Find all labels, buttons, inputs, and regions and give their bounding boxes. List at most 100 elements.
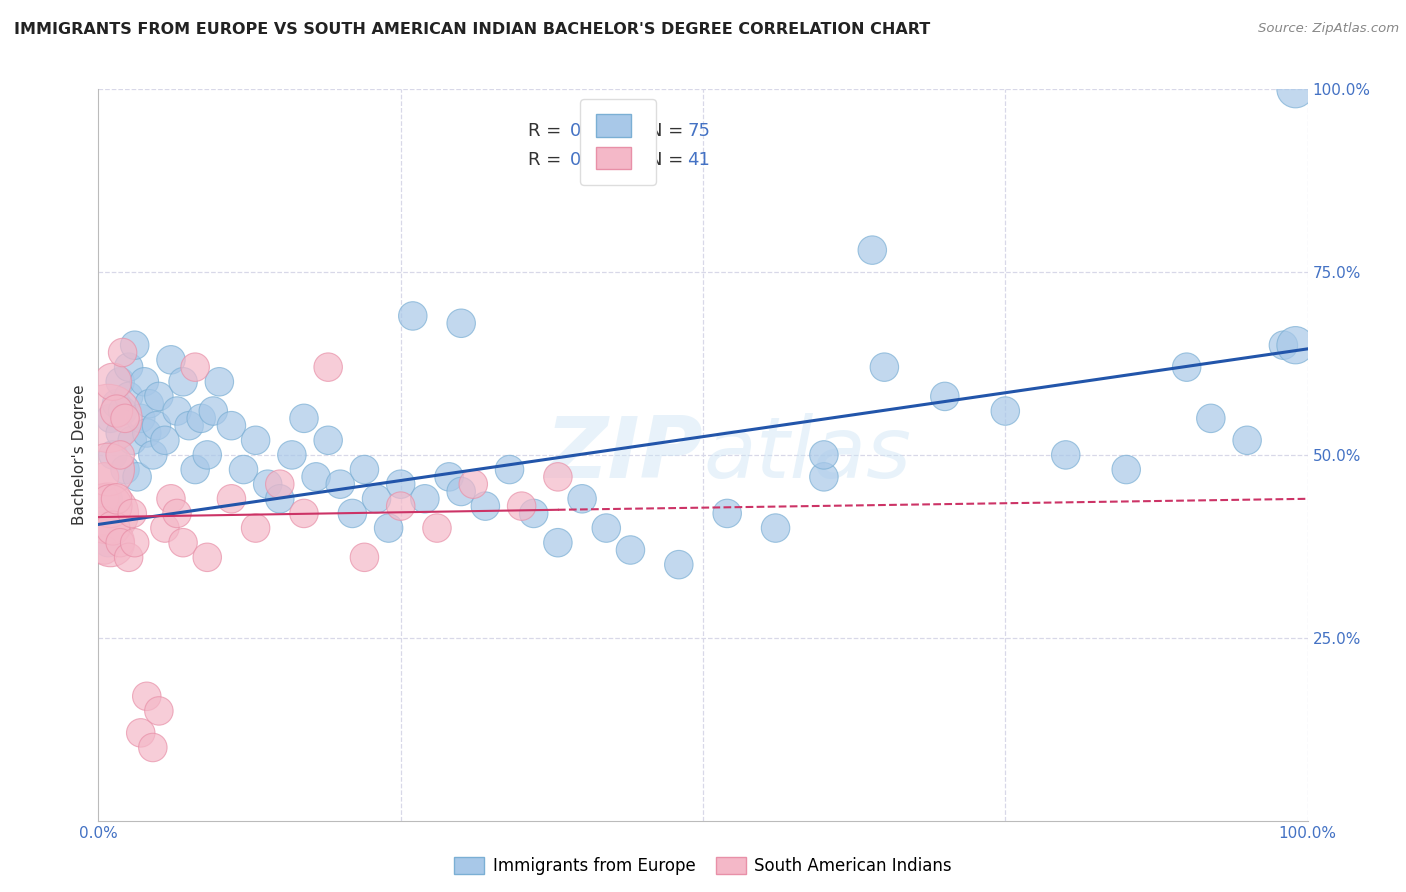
Point xyxy=(121,507,143,521)
Point xyxy=(105,404,128,418)
Point xyxy=(184,462,207,476)
Point xyxy=(108,425,131,440)
Point xyxy=(860,243,883,257)
Point xyxy=(100,535,122,549)
Point xyxy=(305,470,328,484)
Point xyxy=(292,507,315,521)
Point xyxy=(316,434,339,448)
Point xyxy=(426,521,449,535)
Point xyxy=(523,507,546,521)
Point xyxy=(118,550,141,565)
Point xyxy=(873,360,896,375)
Text: N =: N = xyxy=(648,152,689,169)
Point xyxy=(269,491,291,506)
Point xyxy=(221,418,243,433)
Point xyxy=(177,418,201,433)
Point xyxy=(101,521,124,535)
Point xyxy=(402,309,425,323)
Point xyxy=(134,375,156,389)
Point xyxy=(166,507,188,521)
Point xyxy=(292,411,315,425)
Point xyxy=(160,352,183,367)
Point xyxy=(353,462,375,476)
Point xyxy=(269,477,291,491)
Point xyxy=(195,550,218,565)
Point xyxy=(595,521,617,535)
Point xyxy=(148,389,170,403)
Point xyxy=(172,535,194,549)
Point xyxy=(97,462,120,476)
Point xyxy=(547,535,569,549)
Point xyxy=(208,375,231,389)
Text: 41: 41 xyxy=(688,152,710,169)
Point xyxy=(114,462,136,476)
Point xyxy=(377,521,399,535)
Point xyxy=(100,499,122,513)
Point xyxy=(342,507,364,521)
Point xyxy=(202,404,225,418)
Text: N =: N = xyxy=(648,122,689,140)
Point xyxy=(129,726,152,740)
Point xyxy=(172,375,194,389)
Point xyxy=(463,477,485,491)
Text: 75: 75 xyxy=(688,122,710,140)
Point xyxy=(142,448,165,462)
Point xyxy=(93,543,115,558)
Point xyxy=(413,491,436,506)
Point xyxy=(97,491,120,506)
Point xyxy=(221,491,243,506)
Point xyxy=(124,535,146,549)
Point xyxy=(100,411,122,425)
Text: IMMIGRANTS FROM EUROPE VS SOUTH AMERICAN INDIAN BACHELOR'S DEGREE CORRELATION CH: IMMIGRANTS FROM EUROPE VS SOUTH AMERICAN… xyxy=(14,22,931,37)
Point xyxy=(994,404,1017,418)
Point xyxy=(121,434,143,448)
Point xyxy=(1054,448,1077,462)
Point xyxy=(1236,434,1258,448)
Point xyxy=(114,411,136,425)
Point xyxy=(256,477,278,491)
Point xyxy=(245,434,267,448)
Point xyxy=(135,425,157,440)
Point xyxy=(498,462,520,476)
Point xyxy=(105,397,128,411)
Point xyxy=(1199,411,1222,425)
Point xyxy=(93,470,115,484)
Text: R =: R = xyxy=(527,122,567,140)
Point xyxy=(148,704,170,718)
Point xyxy=(111,404,134,418)
Point xyxy=(160,491,183,506)
Point xyxy=(153,521,176,535)
Point xyxy=(450,316,472,330)
Point xyxy=(474,499,496,513)
Point xyxy=(111,345,134,359)
Point xyxy=(184,360,207,375)
Point xyxy=(129,411,152,425)
Point xyxy=(571,491,593,506)
Point xyxy=(97,535,120,549)
Point xyxy=(166,404,188,418)
Point xyxy=(93,514,115,528)
Point xyxy=(813,470,835,484)
Point xyxy=(97,507,120,521)
Point xyxy=(389,499,412,513)
Point xyxy=(934,389,956,403)
Point xyxy=(108,535,131,549)
Legend: Immigrants from Europe, South American Indians: Immigrants from Europe, South American I… xyxy=(449,850,957,882)
Point xyxy=(668,558,690,572)
Point xyxy=(101,448,124,462)
Point xyxy=(389,477,412,491)
Point xyxy=(547,470,569,484)
Point xyxy=(329,477,352,491)
Point xyxy=(118,360,141,375)
Point xyxy=(450,484,472,499)
Point xyxy=(97,411,120,425)
Point xyxy=(510,499,533,513)
Point xyxy=(118,389,141,403)
Point xyxy=(108,448,131,462)
Point xyxy=(153,434,176,448)
Point xyxy=(245,521,267,535)
Point xyxy=(1115,462,1137,476)
Text: 0.263: 0.263 xyxy=(569,122,621,140)
Point xyxy=(195,448,218,462)
Y-axis label: Bachelor's Degree: Bachelor's Degree xyxy=(72,384,87,525)
